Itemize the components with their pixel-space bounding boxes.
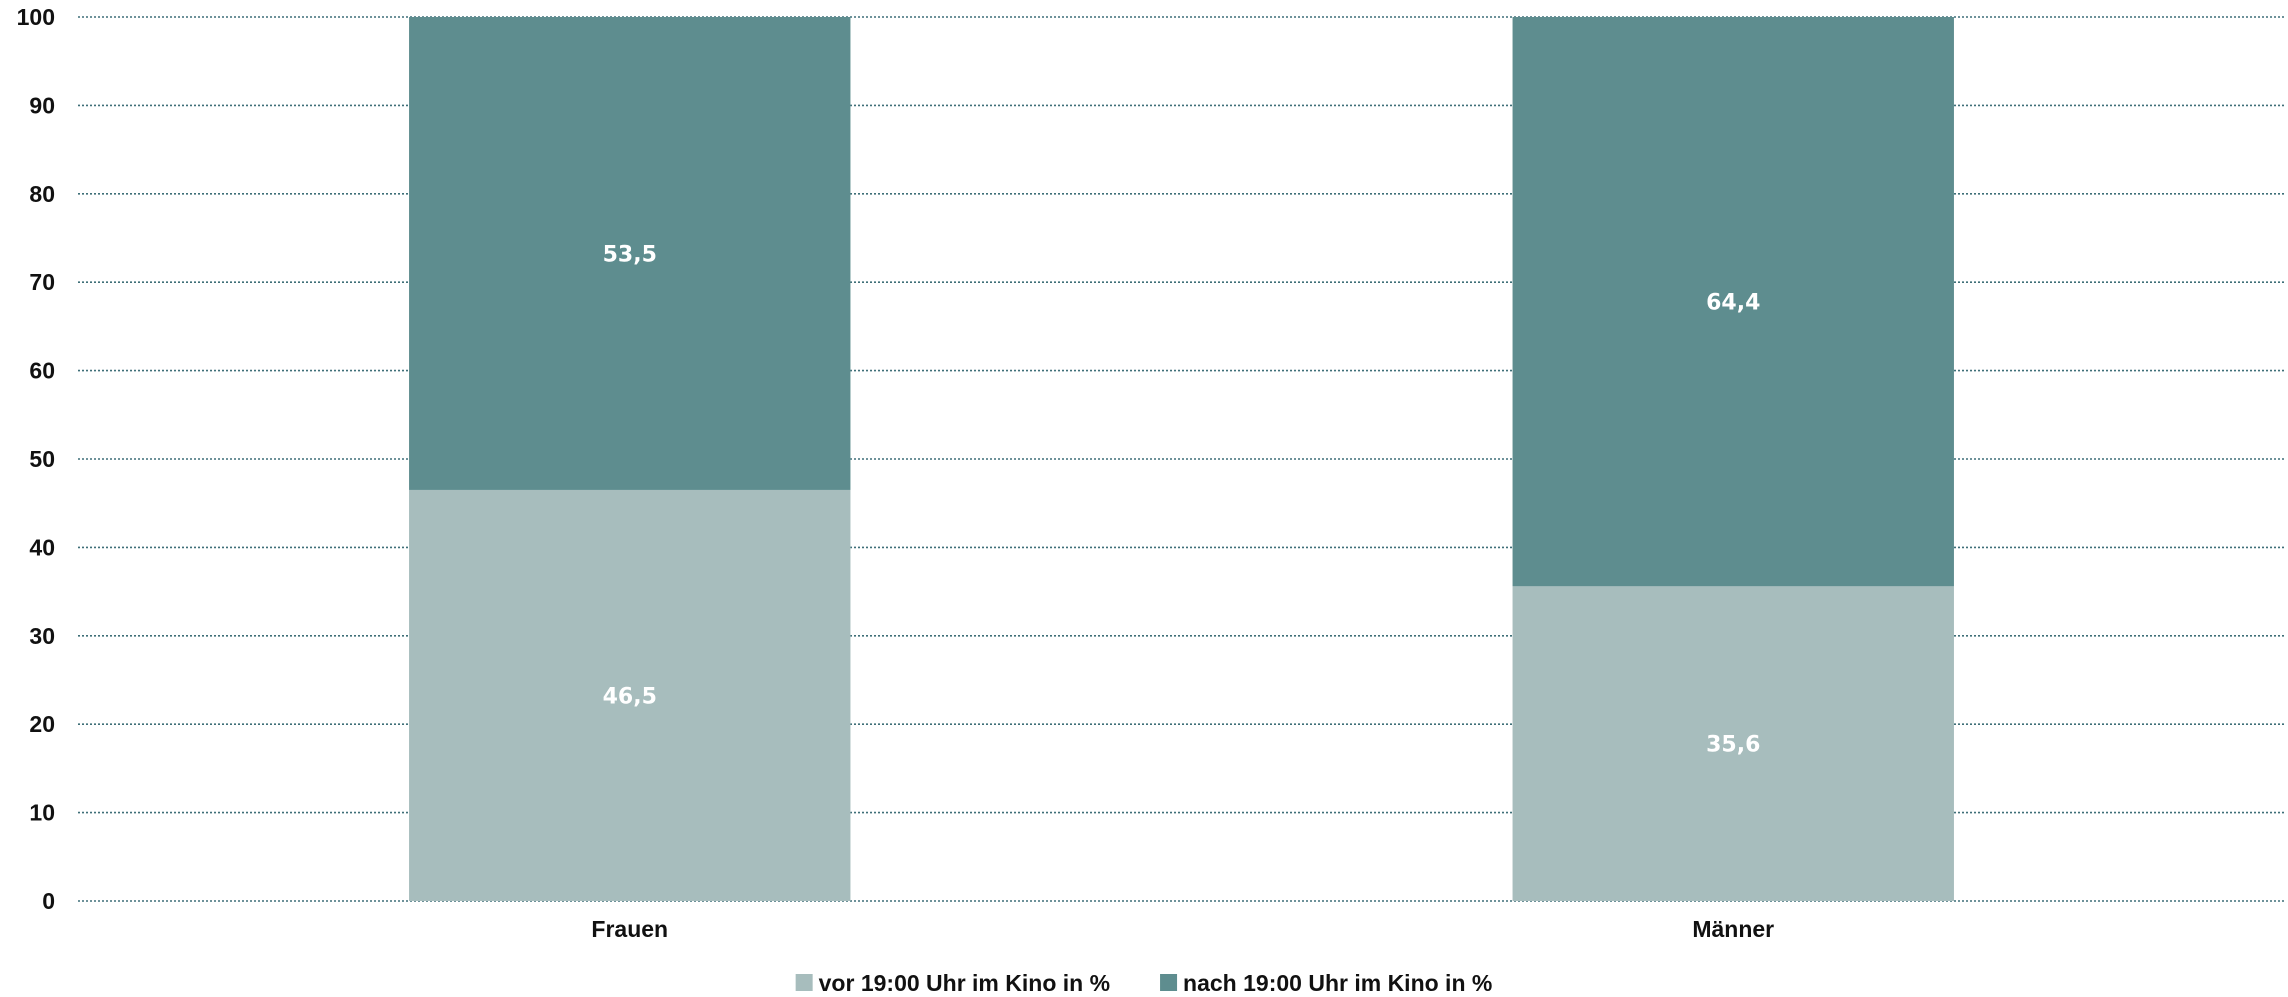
data-label: 35,6 xyxy=(1706,733,1760,758)
data-labels: 46,5 53,5 35,6 64,4 xyxy=(603,242,1761,757)
y-axis-ticks: 0 10 20 30 40 50 60 70 80 90 100 xyxy=(17,4,55,914)
y-tick-label: 70 xyxy=(29,269,55,295)
y-tick-label: 10 xyxy=(29,800,55,826)
bars xyxy=(409,17,1954,901)
bar-segment xyxy=(409,17,851,490)
y-tick-label: 50 xyxy=(29,446,55,472)
data-label: 46,5 xyxy=(603,684,657,709)
x-category-label: Frauen xyxy=(591,916,668,942)
y-tick-label: 0 xyxy=(42,888,55,914)
bar-segment xyxy=(1512,586,1954,901)
legend-swatch xyxy=(795,974,813,991)
y-tick-label: 60 xyxy=(29,358,55,384)
data-label: 64,4 xyxy=(1706,291,1760,316)
bar-segment xyxy=(1512,17,1954,587)
legend-swatch xyxy=(1160,974,1178,991)
x-category-label: Männer xyxy=(1692,916,1774,942)
x-axis-categories: Frauen Männer xyxy=(591,916,1774,942)
y-tick-label: 100 xyxy=(17,4,55,30)
y-tick-label: 40 xyxy=(29,534,55,560)
legend-label: vor 19:00 Uhr im Kino in % xyxy=(819,970,1110,996)
legend: vor 19:00 Uhr im Kino in % nach 19:00 Uhr… xyxy=(795,970,1492,996)
bar-segment xyxy=(409,489,851,901)
y-tick-label: 80 xyxy=(29,181,55,207)
y-tick-label: 20 xyxy=(29,711,55,737)
data-label: 53,5 xyxy=(603,242,657,267)
legend-label: nach 19:00 Uhr im Kino in % xyxy=(1183,970,1492,996)
y-tick-label: 30 xyxy=(29,623,55,649)
y-tick-label: 90 xyxy=(29,92,55,118)
